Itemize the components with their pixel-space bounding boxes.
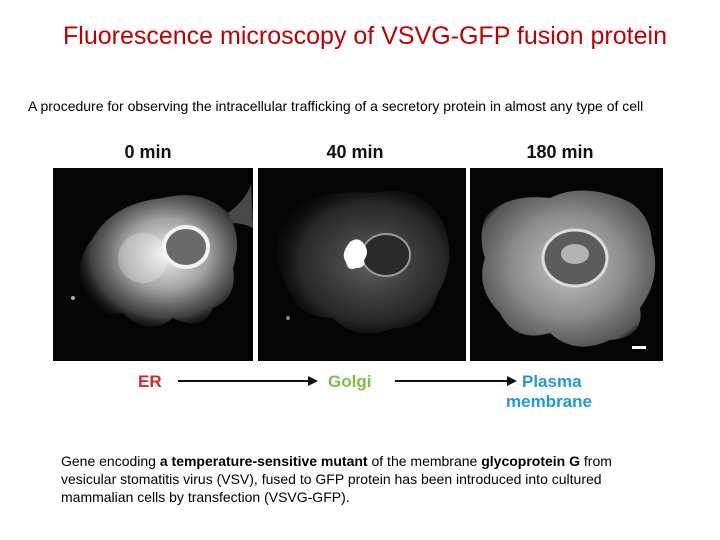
slide-title: Fluorescence microscopy of VSVG-GFP fusi…: [63, 22, 667, 50]
body-text-1: Gene encoding: [61, 453, 160, 469]
time-label-180: 180 min: [526, 142, 594, 162]
time-label-0: 0 min: [124, 142, 172, 162]
micrograph-0-min: [53, 168, 253, 361]
stage-plasma-line1: Plasma: [522, 372, 582, 391]
body-text-2: of the membrane: [367, 453, 482, 469]
arrow-er-to-golgi: [178, 376, 318, 386]
time-label-40: 40 min: [326, 142, 384, 162]
body-bold-2: glycoprotein G: [481, 453, 581, 469]
arrow-golgi-to-plasma: [395, 376, 517, 386]
stage-plasma-line2: membrane: [506, 392, 592, 411]
slide-subtitle: A procedure for observing the intracellu…: [28, 98, 644, 114]
description-text: Gene encoding a temperature-sensitive mu…: [61, 452, 661, 506]
stage-plasma: Plasma membrane: [506, 372, 592, 412]
body-text-3: from vesicular stomatitis virus (VSV), f…: [61, 453, 612, 505]
micrograph-40-min: [258, 168, 466, 361]
body-bold-1: a temperature-sensitive mutant: [159, 453, 368, 469]
stage-golgi: Golgi: [328, 372, 372, 391]
micrograph-180-min: [470, 168, 663, 361]
stage-er: ER: [138, 372, 162, 391]
